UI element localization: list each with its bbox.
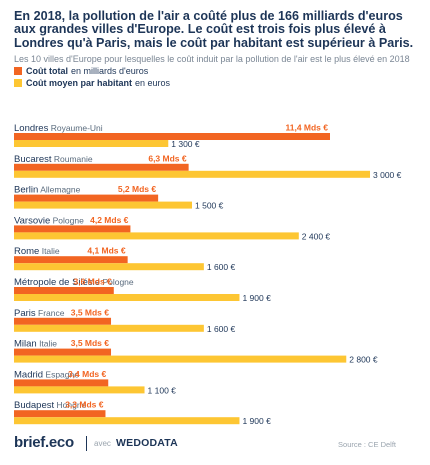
legend-swatch-total xyxy=(14,67,22,76)
country-name: Espagne xyxy=(43,369,79,379)
city-label: Milan Italie xyxy=(14,339,57,350)
bar-total-label: 3,6 Mds € xyxy=(74,277,113,287)
legend-unit-per-capita: en euros xyxy=(135,77,171,88)
legend-unit-total: en milliards d'euros xyxy=(71,65,149,76)
bar-total-label: 3,5 Mds € xyxy=(71,307,110,317)
bar-per-capita xyxy=(14,170,370,178)
country-name: Pologne xyxy=(100,277,134,287)
bar-per-capita-label: 2 800 € xyxy=(349,355,378,365)
bar-total xyxy=(14,379,109,387)
bar-per-capita-label: 1 300 € xyxy=(171,139,200,149)
bar-per-capita xyxy=(14,386,145,394)
city-name: Madrid xyxy=(14,369,43,380)
bar-total xyxy=(14,256,128,264)
bar-total-label: 4,2 Mds € xyxy=(90,215,129,225)
header: En 2018, la pollution de l'air a coûté p… xyxy=(14,9,418,89)
bar-total xyxy=(14,287,114,294)
city-label: Varsovie Pologne xyxy=(14,215,84,226)
country-name: Pologne xyxy=(50,215,84,225)
bar-chart: Londres Royaume-Uni 11,4 Mds € 1 300 € Buca… xyxy=(14,123,402,425)
city-label: Londres Royaume-Uni xyxy=(14,123,103,134)
bar-per-capita xyxy=(14,140,169,147)
city-label: Berlin Allemagne xyxy=(14,185,81,196)
bar-per-capita-label: 1 900 € xyxy=(242,416,271,425)
bar-per-capita xyxy=(14,355,347,363)
city-name: Berlin xyxy=(14,185,38,196)
city-name: Varsovie xyxy=(14,215,50,226)
city-label: Budapest Hongrie xyxy=(14,400,87,411)
bar-per-capita xyxy=(14,324,204,332)
country-name: France xyxy=(36,308,65,318)
bar-total-label: 11,4 Mds € xyxy=(285,123,328,133)
bar-total-label: 3,4 Mds € xyxy=(68,369,107,379)
bar-per-capita xyxy=(14,201,192,209)
bar-total xyxy=(14,163,189,171)
bar-total-label: 4,1 Mds € xyxy=(87,246,126,256)
city-name: Métropole de Silésie xyxy=(14,277,100,288)
avec-label: avec xyxy=(94,439,111,448)
bar-per-capita-label: 1 500 € xyxy=(195,201,224,211)
city-name: Rome xyxy=(14,246,39,257)
city-label: Madrid Espagne xyxy=(14,369,79,380)
city-name: Budapest xyxy=(14,400,55,411)
bar-per-capita-label: 1 600 € xyxy=(207,324,236,334)
legend-label-total: Coût total xyxy=(26,65,68,76)
chart-title: En 2018, la pollution de l'air a coûté p… xyxy=(14,9,414,50)
bar-per-capita-label: 1 600 € xyxy=(207,262,236,272)
city-name: Paris xyxy=(14,308,36,319)
city-name: Bucarest xyxy=(14,154,52,165)
chart-subtitle: Les 10 villes d'Europe pour lesquelles l… xyxy=(14,54,410,65)
city-name: Milan xyxy=(14,339,37,350)
city-label: Métropole de Silésie Pologne xyxy=(14,277,134,288)
bar-per-capita xyxy=(14,417,240,425)
logo-divider xyxy=(86,436,87,451)
country-name: Royaume-Uni xyxy=(48,123,102,133)
bar-total xyxy=(14,194,159,202)
bar-total xyxy=(14,225,131,233)
bar-total xyxy=(14,317,112,325)
bar-total xyxy=(14,348,112,356)
brief-eco-logo: brief.eco xyxy=(14,434,74,451)
city-label: Bucarest Roumanie xyxy=(14,154,93,165)
bar-per-capita xyxy=(14,294,240,301)
legend-label-per-capita: Coût moyen par habitant xyxy=(26,77,133,88)
bar-per-capita-label: 2 400 € xyxy=(302,231,331,241)
legend-item-total: Coût total en milliards d'euros xyxy=(14,66,418,77)
bar-per-capita-label: 1 900 € xyxy=(242,293,271,303)
footer: brief.eco avec WEDODATA Source : CE Delf… xyxy=(14,434,418,454)
bar-total-label: 3,5 Mds € xyxy=(71,338,110,348)
bar-total-label: 3,3 Mds € xyxy=(65,400,104,410)
bar-per-capita-label: 1 100 € xyxy=(148,385,177,395)
city-label: Rome Italie xyxy=(14,246,60,257)
legend-swatch-per-capita xyxy=(14,79,22,88)
country-name: Hongrie xyxy=(54,400,86,410)
wedodata-logo: WEDODATA xyxy=(116,437,178,449)
country-name: Allemagne xyxy=(38,185,80,195)
bar-total-label: 6,3 Mds € xyxy=(148,153,187,163)
bar-total xyxy=(14,410,106,418)
country-name: Italie xyxy=(37,339,58,349)
bar-total-label: 5,2 Mds € xyxy=(118,184,157,194)
bar-per-capita xyxy=(14,263,204,271)
bar-per-capita-label: 3 000 € xyxy=(373,170,402,180)
bar-per-capita xyxy=(14,232,299,240)
country-name: Roumanie xyxy=(52,154,93,164)
bar-total xyxy=(14,133,330,140)
source-note: Source : CE Delft xyxy=(338,440,396,449)
city-label: Paris France xyxy=(14,308,65,319)
city-name: Londres xyxy=(14,123,49,134)
legend-item-per-capita: Coût moyen par habitant en euros xyxy=(14,78,418,89)
country-name: Italie xyxy=(39,246,60,256)
